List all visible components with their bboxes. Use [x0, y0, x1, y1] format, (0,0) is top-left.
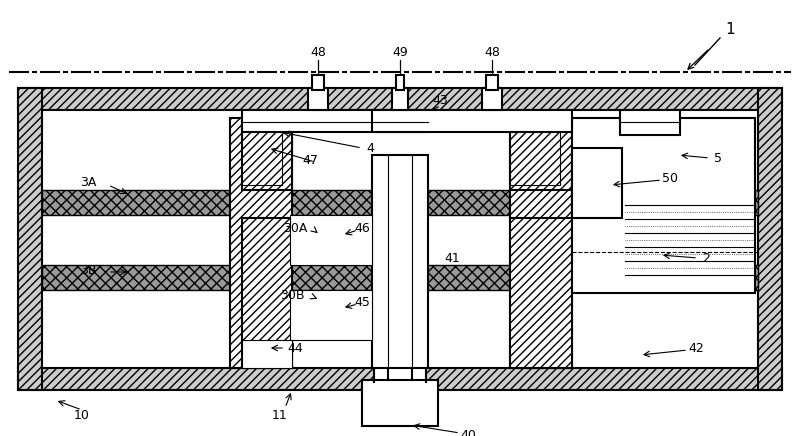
- Text: 3B: 3B: [80, 263, 96, 276]
- Bar: [18, 88, 42, 390]
- Text: 1: 1: [725, 23, 735, 37]
- Text: 45: 45: [354, 296, 370, 309]
- Text: 49: 49: [392, 45, 408, 58]
- Text: 4: 4: [366, 142, 374, 154]
- Bar: [242, 340, 292, 368]
- Text: 46: 46: [354, 221, 370, 235]
- Bar: [42, 110, 758, 368]
- Bar: [510, 125, 560, 185]
- Bar: [242, 218, 292, 368]
- Bar: [312, 75, 324, 90]
- Bar: [242, 110, 428, 132]
- Bar: [362, 380, 438, 426]
- Bar: [18, 88, 782, 110]
- Bar: [758, 88, 782, 390]
- Text: 50: 50: [662, 171, 678, 184]
- Text: 44: 44: [287, 341, 303, 354]
- Text: 42: 42: [688, 341, 704, 354]
- Bar: [486, 75, 498, 90]
- Bar: [42, 190, 758, 215]
- Text: 2: 2: [702, 252, 710, 265]
- Bar: [396, 75, 404, 90]
- Text: 5: 5: [714, 151, 722, 164]
- Bar: [290, 290, 372, 340]
- Bar: [510, 218, 572, 368]
- Text: 30A: 30A: [283, 221, 307, 235]
- Text: 10: 10: [74, 409, 90, 422]
- Text: 41: 41: [444, 252, 460, 265]
- Bar: [374, 368, 426, 382]
- Text: 11: 11: [272, 409, 288, 422]
- Bar: [290, 215, 372, 265]
- Text: 40: 40: [460, 429, 476, 436]
- Text: 30B: 30B: [280, 289, 304, 302]
- Bar: [372, 155, 428, 368]
- Bar: [620, 110, 680, 135]
- Bar: [572, 118, 755, 293]
- Bar: [230, 118, 292, 368]
- Text: 47: 47: [302, 153, 318, 167]
- Bar: [372, 110, 572, 132]
- Bar: [308, 88, 328, 110]
- Bar: [482, 88, 502, 110]
- Bar: [510, 118, 572, 190]
- Bar: [42, 265, 758, 290]
- Bar: [242, 125, 282, 185]
- Bar: [572, 148, 622, 218]
- Text: 43: 43: [432, 93, 448, 106]
- Text: 48: 48: [484, 45, 500, 58]
- Bar: [18, 368, 782, 390]
- Bar: [392, 88, 408, 110]
- Text: 3A: 3A: [80, 176, 96, 188]
- Bar: [242, 118, 292, 190]
- Bar: [510, 118, 572, 368]
- Text: 48: 48: [310, 45, 326, 58]
